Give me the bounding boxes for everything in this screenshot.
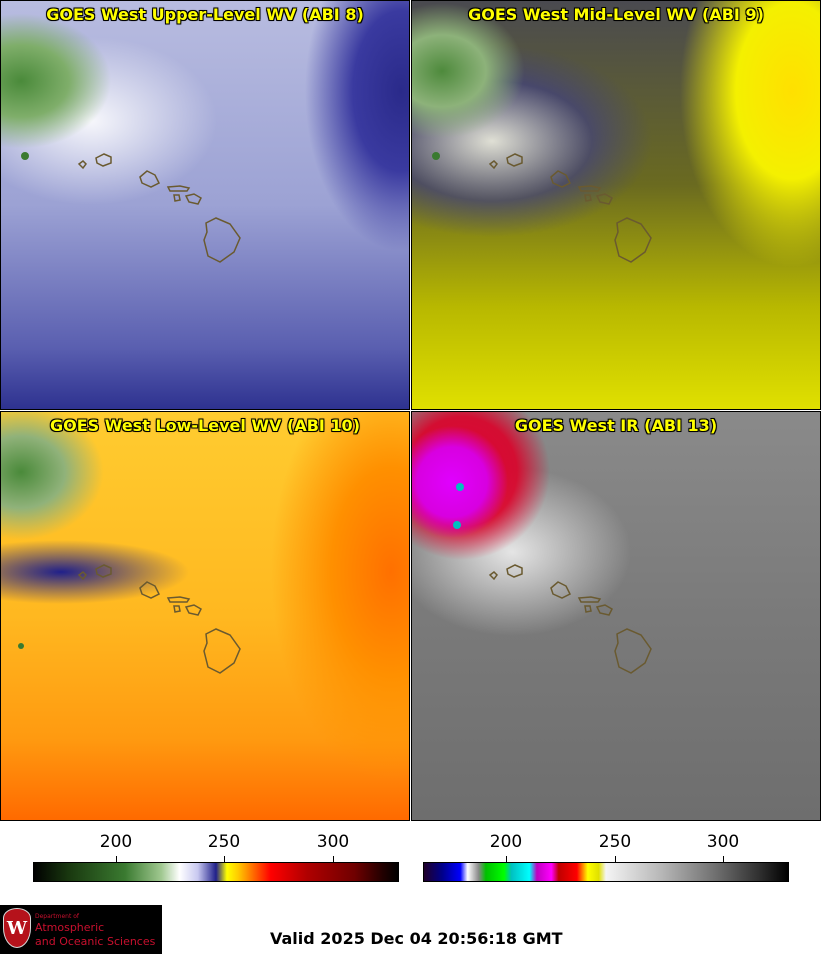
colorbar-tick-mark — [506, 856, 507, 862]
molokai-outline — [166, 596, 191, 603]
valid-time-label: Valid 2025 Dec 04 20:56:18 GMT — [270, 929, 563, 948]
big-island-outline — [203, 217, 241, 263]
niihau-outline — [77, 160, 87, 170]
colorbar-tick-label: 300 — [706, 832, 740, 852]
panel-title: GOES West Low-Level WV (ABI 10) — [49, 416, 360, 435]
molokai-outline — [577, 596, 602, 603]
niihau-outline — [488, 571, 498, 581]
colorbar-tick-label: 250 — [207, 832, 241, 852]
oahu-outline — [550, 581, 572, 599]
molokai-outline — [166, 185, 191, 192]
big-island-outline — [614, 628, 652, 674]
uw-crest-icon: W — [3, 908, 31, 948]
maui-outline — [595, 604, 613, 616]
hawaii-coastlines — [453, 483, 652, 674]
lanai-outline — [173, 605, 181, 613]
colorbar-tick-mark — [224, 856, 225, 862]
kauai-outline — [506, 564, 523, 578]
maui-outline — [184, 193, 202, 205]
panel-title: GOES West IR (ABI 13) — [514, 416, 718, 435]
lanai-outline — [584, 194, 592, 202]
colorbar-tick-mark — [615, 856, 616, 862]
colorbar-tick-mark — [723, 856, 724, 862]
oahu-outline — [550, 170, 572, 188]
oahu-outline — [139, 170, 161, 188]
niihau-outline — [488, 160, 498, 170]
colorbar-tick-label: 300 — [316, 832, 350, 852]
big-island-outline — [614, 217, 652, 263]
map-panel-ir: GOES West IR (ABI 13) — [411, 411, 821, 821]
colorbar-tick-label: 200 — [489, 832, 523, 852]
maui-outline — [184, 604, 202, 616]
niihau-outline — [77, 571, 87, 581]
kauai-outline — [506, 153, 523, 167]
colorbar-tick-label: 250 — [598, 832, 632, 852]
hawaii-coastlines — [432, 152, 652, 263]
panel-title: GOES West Upper-Level WV (ABI 8) — [46, 5, 364, 24]
lanai-outline — [584, 605, 592, 613]
logo-dept-text: Department of — [35, 913, 79, 920]
panel-title: GOES West Mid-Level WV (ABI 9) — [468, 5, 764, 24]
wv-colorbar — [33, 862, 399, 882]
maui-outline — [595, 193, 613, 205]
aos-logo[interactable]: W Department of Atmospheric and Oceanic … — [0, 905, 162, 954]
colorbar-tick-label: 200 — [99, 832, 133, 852]
kauai-outline — [95, 564, 112, 578]
map-panel-upper-wv: GOES West Upper-Level WV (ABI 8) — [0, 0, 410, 410]
molokai-outline — [577, 185, 602, 192]
ir-colorbar — [423, 862, 789, 882]
big-island-outline — [203, 628, 241, 674]
map-panel-mid-wv: GOES West Mid-Level WV (ABI 9) — [411, 0, 821, 410]
logo-line2: and Oceanic Sciences — [35, 935, 156, 948]
kauai-outline — [95, 153, 112, 167]
hawaii-coastlines — [18, 564, 241, 674]
colorbar-tick-mark — [116, 856, 117, 862]
lanai-outline — [173, 194, 181, 202]
colorbar-tick-mark — [333, 856, 334, 862]
map-panel-low-wv: GOES West Low-Level WV (ABI 10) — [0, 411, 410, 821]
hawaii-coastlines — [21, 152, 241, 263]
logo-line1: Atmospheric — [35, 921, 105, 934]
oahu-outline — [139, 581, 161, 599]
